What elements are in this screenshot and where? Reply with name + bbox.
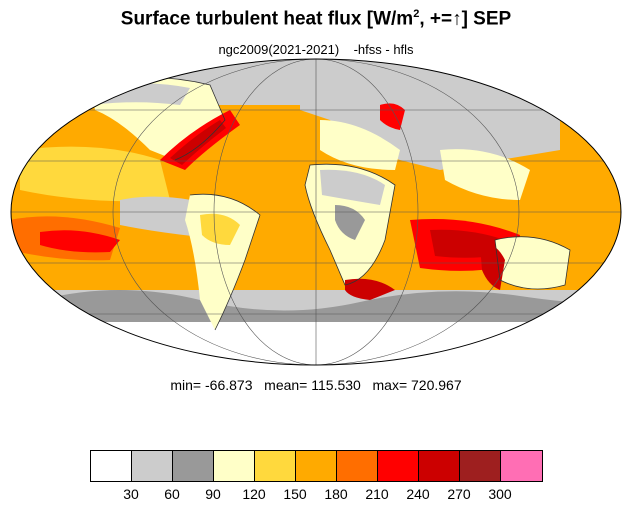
colorbar-swatch xyxy=(214,451,255,481)
agulhas-max xyxy=(345,278,395,300)
graticule xyxy=(11,59,621,365)
colorbar-swatch xyxy=(173,451,214,481)
colorbar-tick-label: 180 xyxy=(324,486,348,502)
colorbar-swatch xyxy=(337,451,378,481)
max-value: 720.967 xyxy=(411,377,462,393)
pacific-north-band xyxy=(20,146,170,202)
title-text: Surface turbulent heat flux [W/m xyxy=(120,8,414,30)
colorbar-tick-label: 270 xyxy=(447,486,471,502)
colorbar-swatch xyxy=(378,451,419,481)
colorbar-tick-label: 210 xyxy=(365,486,389,502)
central-africa xyxy=(335,205,365,240)
colorbar-swatch xyxy=(460,451,501,481)
mean-value: 115.530 xyxy=(311,377,361,393)
colorbar-tick-label: 60 xyxy=(164,486,180,502)
colorbar-swatch xyxy=(296,451,337,481)
min-value: -66.873 xyxy=(205,377,253,393)
coastlines xyxy=(89,77,571,331)
stats-line: min= -66.873 mean= 115.530 max= 720.967 xyxy=(0,377,632,393)
colorbar-tick-label: 120 xyxy=(242,486,266,502)
amazon-region xyxy=(200,213,240,245)
colorbar-tick-label: 240 xyxy=(406,486,430,502)
min-label: min= xyxy=(170,377,202,393)
colorbar-tick-label: 300 xyxy=(488,486,512,502)
mean-label: mean= xyxy=(264,377,308,393)
colorbar-swatch xyxy=(501,451,542,481)
plot-title: Surface turbulent heat flux [W/m2, +=↑] … xyxy=(0,8,632,30)
colorbar-tick-label: 150 xyxy=(283,486,307,502)
plot-subtitle: ngc2009(2021-2021) -hfss - hfls xyxy=(218,42,414,57)
colorbar-tick-label: 30 xyxy=(123,486,139,502)
colorbar-swatch xyxy=(419,451,460,481)
antarctica xyxy=(170,332,470,365)
colorbar-tick-label: 90 xyxy=(205,486,221,502)
colorbar-swatch xyxy=(255,451,296,481)
colorbar xyxy=(90,450,543,482)
sahara xyxy=(320,169,385,205)
europe-south xyxy=(320,120,400,170)
colorbar-swatch xyxy=(91,451,132,481)
gulf-stream-core xyxy=(170,120,226,165)
title-superscript: 2 xyxy=(413,8,420,20)
globe-outline xyxy=(10,58,622,366)
pacific-south-max xyxy=(40,230,120,253)
max-label: max= xyxy=(372,377,408,393)
map-field xyxy=(11,59,621,365)
title-tail: , +=↑] SEP xyxy=(419,8,512,30)
colorbar-swatch xyxy=(132,451,173,481)
north-america-north xyxy=(95,83,190,105)
